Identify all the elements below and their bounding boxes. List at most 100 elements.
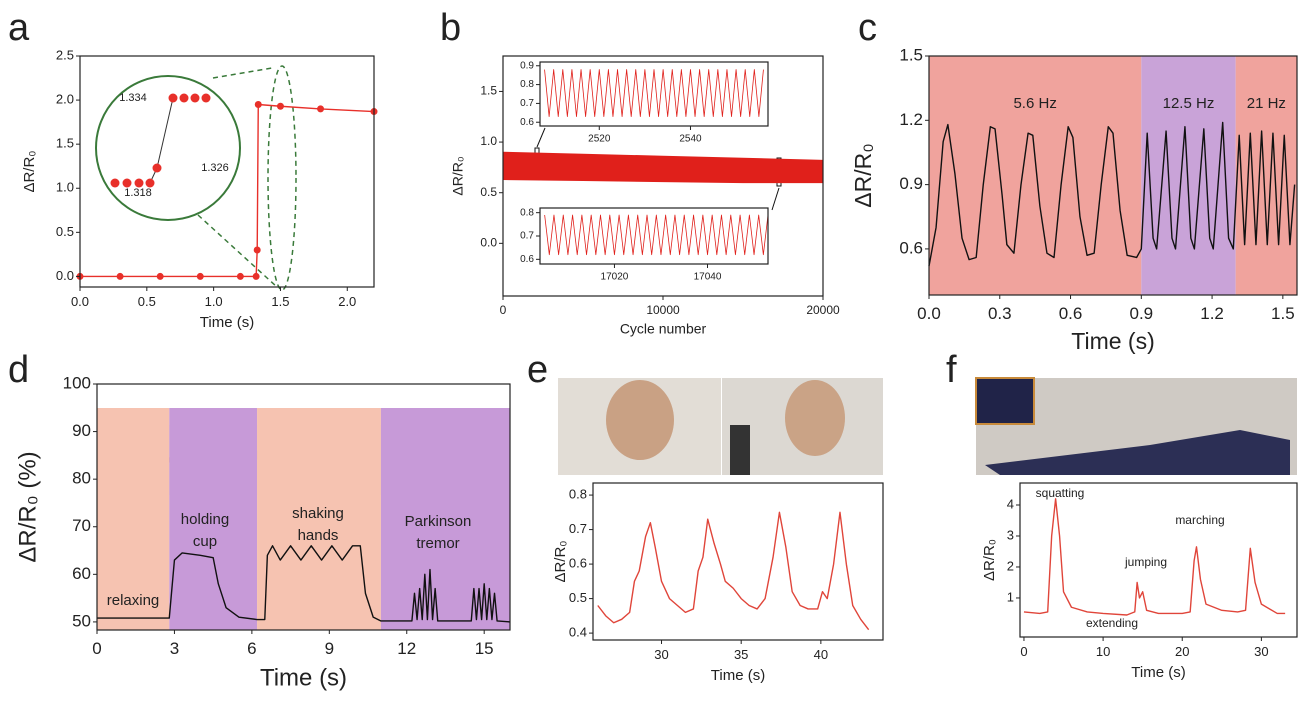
x-tick-label: 20 [1175, 644, 1189, 659]
data-point [157, 273, 164, 280]
x-tick-label: 3 [170, 639, 179, 658]
x-tick-label: 0 [1020, 644, 1027, 659]
person [606, 380, 674, 460]
y-tick-label: 2.0 [56, 92, 74, 107]
region-label: relaxing [107, 592, 160, 609]
y-tick-label: 50 [72, 611, 91, 630]
x-tick-label: 15 [475, 639, 494, 658]
region-label-line: tremor [416, 535, 459, 552]
y-tick-label: 1.0 [480, 134, 497, 148]
y-tick-label: 0.0 [480, 236, 497, 250]
y-tick-label: 60 [72, 564, 91, 583]
annotation: 1.334 [119, 92, 147, 104]
y-tick-label: 80 [72, 469, 91, 488]
y-axis-label: ΔR/R₀ [21, 150, 38, 192]
x-axis-label: Time (s) [200, 314, 254, 331]
y-tick-label: 1 [1007, 589, 1014, 604]
y-tick-label: 2 [1007, 558, 1014, 573]
x-axis-label: Time (s) [1131, 664, 1185, 681]
annotation: extending [1086, 616, 1138, 630]
region-label: 5.6 Hz [1013, 95, 1056, 112]
arrow [537, 128, 545, 147]
x-axis-label: Time (s) [1071, 328, 1154, 354]
x-tick-label: 0.5 [138, 294, 156, 309]
region-label-line: shaking [292, 505, 344, 522]
y-axis-label: ΔR/R₀ [850, 143, 876, 208]
y-tick-label: 0.6 [520, 117, 534, 128]
y-tick-label: 1.5 [899, 45, 923, 64]
region-label-line: holding [181, 511, 229, 528]
data-point [117, 273, 124, 280]
y-tick-label: 0.7 [520, 98, 534, 109]
x-tick-label: 6 [247, 639, 256, 658]
x-tick-label: 17040 [694, 272, 722, 283]
region-label: 21 Hz [1247, 95, 1286, 112]
x-tick-label: 12 [397, 639, 416, 658]
y-tick-label: 1.5 [480, 84, 497, 98]
y-tick-label: 0.5 [480, 185, 497, 199]
x-tick-label: 2520 [588, 134, 611, 145]
figure: 0.00.51.01.52.00.00.51.01.52.02.5Time (s… [0, 0, 1309, 709]
y-tick-label: 0.9 [899, 174, 923, 193]
data-point [277, 103, 284, 110]
x-tick-label: 2540 [679, 134, 702, 145]
x-tick-label: 0 [92, 639, 101, 658]
photo-leg [976, 378, 1297, 475]
region-label-line: cup [193, 533, 217, 550]
y-tick-label: 0.4 [569, 625, 587, 640]
x-tick-label: 9 [325, 639, 334, 658]
region-label: 12.5 Hz [1163, 95, 1215, 112]
photo-pair [558, 378, 883, 475]
x-tick-label: 17020 [601, 272, 629, 283]
chair [730, 425, 750, 475]
annotation: 1.326 [201, 162, 229, 174]
zoom-line [213, 68, 272, 78]
y-tick-label: 0.6 [899, 238, 923, 257]
annotation: 1.318 [124, 187, 152, 199]
panel-label: a [8, 7, 30, 49]
y-tick-label: 100 [63, 373, 91, 392]
x-tick-label: 0.3 [988, 304, 1012, 323]
arrow [772, 188, 779, 210]
y-tick-label: 0.6 [569, 556, 587, 571]
region-label-line: Parkinson [405, 513, 472, 530]
y-tick-label: 2.5 [56, 47, 74, 62]
x-tick-label: 0.0 [71, 294, 89, 309]
data-line [598, 512, 869, 629]
y-tick-label: 0.5 [56, 224, 74, 239]
x-tick-label: 1.5 [1271, 304, 1295, 323]
y-tick-label: 3 [1007, 527, 1014, 542]
annotation: jumping [1124, 555, 1167, 569]
annotation: marching [1175, 513, 1224, 527]
data-point [317, 105, 324, 112]
x-tick-label: 1.0 [205, 294, 223, 309]
x-tick-label: 20000 [806, 303, 840, 317]
data-band [503, 152, 823, 182]
y-axis-label: ΔR/R₀ [981, 539, 998, 581]
x-tick-label: 10000 [646, 303, 680, 317]
x-tick-label: 40 [814, 647, 828, 662]
x-tick-label: 30 [654, 647, 668, 662]
data-point [253, 273, 260, 280]
data-point [197, 273, 204, 280]
x-tick-label: 10 [1096, 644, 1110, 659]
y-tick-label: 0.7 [569, 521, 587, 536]
panel-label: d [8, 349, 29, 391]
panel-label: f [946, 349, 957, 391]
x-tick-label: 1.2 [1200, 304, 1224, 323]
x-tick-label: 0.9 [1129, 304, 1153, 323]
panel-label: c [858, 7, 877, 49]
y-tick-label: 1.5 [56, 136, 74, 151]
region [1141, 56, 1235, 295]
x-tick-label: 1.5 [271, 294, 289, 309]
data-point [255, 101, 262, 108]
x-axis-label: Time (s) [260, 664, 347, 691]
y-axis-label: ΔR/R₀ (%) [14, 451, 41, 562]
y-axis-label: ΔR/R₀ [552, 540, 569, 582]
panel-label: b [440, 7, 461, 49]
data-point [237, 273, 244, 280]
y-tick-label: 90 [72, 421, 91, 440]
zoom-circle [96, 76, 240, 220]
x-axis-label: Cycle number [620, 321, 707, 337]
x-tick-label: 30 [1254, 644, 1268, 659]
